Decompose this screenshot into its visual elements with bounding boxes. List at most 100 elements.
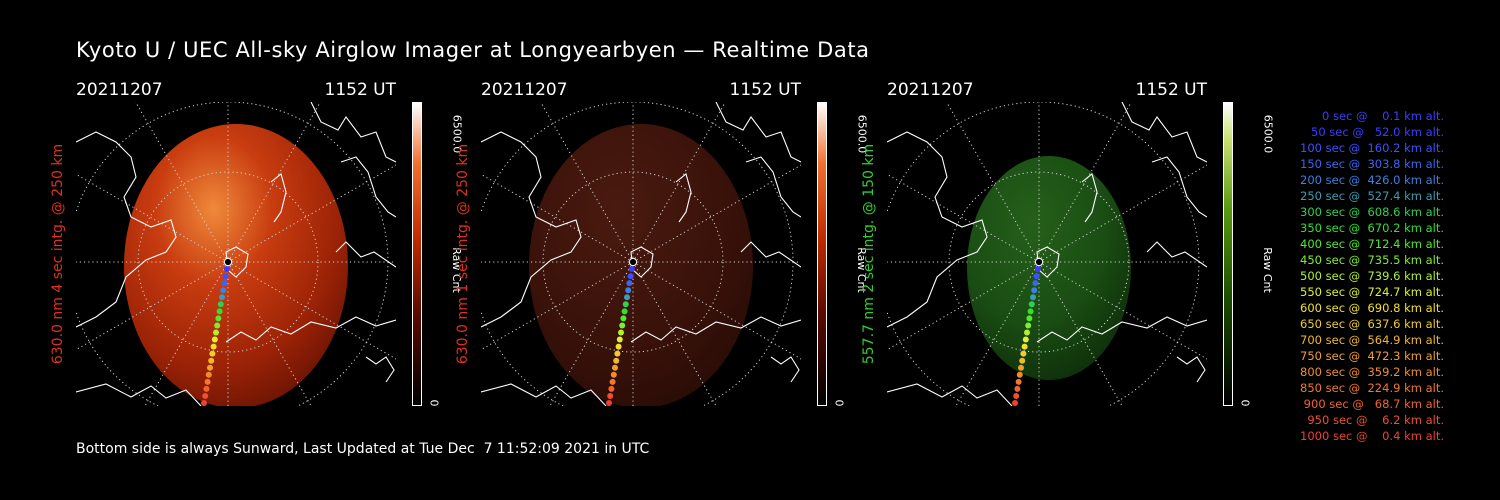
trajectory-point xyxy=(606,400,612,406)
trajectory-point xyxy=(626,280,633,287)
trajectory-point xyxy=(1032,280,1039,287)
trajectory-legend: 0 sec @ 0.1 km alt. 50 sec @ 52.0 km alt… xyxy=(1262,108,1444,444)
imager-panel-630nm-4sec: 20211207 1152 UT 630.0 nm 4 sec intg. @ … xyxy=(50,80,463,430)
trajectory-point xyxy=(202,392,209,399)
trajectory-legend-row: 450 sec @ 735.5 km alt. xyxy=(1296,253,1444,267)
trajectory-point xyxy=(1027,308,1034,315)
trajectory-point xyxy=(220,287,227,294)
trajectory-legend-row: 850 sec @ 224.9 km alt. xyxy=(1296,381,1444,395)
trajectory-point xyxy=(616,336,623,343)
trajectory-point xyxy=(624,294,630,301)
trajectory-legend-row: 650 sec @ 637.6 km alt. xyxy=(1296,317,1444,331)
colorbar-unit-label: Raw Cnt xyxy=(1261,247,1275,293)
panel-ylabel: 630.0 nm 1 sec intg. @ 250 km xyxy=(455,143,471,365)
trajectory-point xyxy=(203,385,210,392)
trajectory-point xyxy=(1034,266,1041,273)
trajectory-point xyxy=(628,266,635,273)
trajectory-point xyxy=(613,357,620,364)
trajectory-legend-row: 700 sec @ 564.9 km alt. xyxy=(1296,333,1444,347)
trajectory-legend-row: 1000 sec @ 0.4 km alt. xyxy=(1300,429,1444,443)
trajectory-point xyxy=(615,343,622,350)
trajectory-legend-row: 900 sec @ 68.7 km alt. xyxy=(1300,397,1444,411)
trajectory-point xyxy=(221,280,228,287)
trajectory-point xyxy=(1015,378,1022,385)
trajectory-point xyxy=(211,336,218,343)
trajectory-point xyxy=(201,400,207,406)
trajectory-point xyxy=(207,364,213,371)
trajectory-point xyxy=(209,350,216,357)
trajectory-point xyxy=(204,378,211,385)
trajectory-legend-row: 50 sec @ 52.0 km alt. xyxy=(1303,125,1444,139)
colorbar xyxy=(412,102,422,406)
trajectory-legend-row: 0 sec @ 0.1 km alt. xyxy=(1311,109,1444,123)
trajectory-point xyxy=(614,350,621,357)
panel-ylabel: 630.0 nm 4 sec intg. @ 250 km xyxy=(50,143,66,365)
trajectory-point xyxy=(1012,400,1018,406)
trajectory-point xyxy=(1028,301,1035,308)
trajectory-legend-row: 100 sec @ 160.2 km alt. xyxy=(1296,141,1444,155)
trajectory-point xyxy=(1026,315,1033,322)
trajectory-point xyxy=(622,301,629,308)
trajectory-point xyxy=(610,371,617,378)
colorbar-min-label: 0 xyxy=(427,399,440,407)
trajectory-point xyxy=(213,329,219,336)
panel-date: 20211207 xyxy=(481,80,568,100)
trajectory-legend-row: 150 sec @ 303.8 km alt. xyxy=(1296,157,1444,171)
trajectory-point xyxy=(621,308,628,315)
colorbar xyxy=(817,102,827,406)
trajectory-legend-row: 800 sec @ 359.2 km alt. xyxy=(1296,365,1444,379)
panel-ylabel: 557.7 nm 2 sec intg. @ 150 km xyxy=(861,143,877,365)
panel-date: 20211207 xyxy=(76,80,163,100)
colorbar xyxy=(1223,102,1233,406)
trajectory-point xyxy=(1025,322,1032,329)
panel-time: 1152 UT xyxy=(729,80,802,100)
trajectory-legend-row: 550 sec @ 724.7 km alt. xyxy=(1296,285,1444,299)
trajectory-point xyxy=(208,357,215,364)
trajectory-legend-row: 350 sec @ 670.2 km alt. xyxy=(1296,221,1444,235)
trajectory-point xyxy=(619,322,626,329)
allsky-image xyxy=(76,102,396,406)
trajectory-point xyxy=(628,257,638,267)
colorbar-max-label: 6500.0 xyxy=(855,114,868,154)
trajectory-point xyxy=(215,315,222,322)
panel-date: 20211207 xyxy=(887,80,974,100)
panel-time: 1152 UT xyxy=(1135,80,1208,100)
colorbar-unit-label: Raw Cnt xyxy=(855,247,869,293)
footer-status: Bottom side is always Sunward, Last Upda… xyxy=(76,441,650,457)
trajectory-legend-row: 750 sec @ 472.3 km alt. xyxy=(1296,349,1444,363)
trajectory-legend-row: 500 sec @ 739.6 km alt. xyxy=(1296,269,1444,283)
trajectory-point xyxy=(1016,371,1023,378)
trajectory-point xyxy=(223,266,230,273)
trajectory-point xyxy=(1014,385,1021,392)
trajectory-point xyxy=(217,301,224,308)
trajectory-point xyxy=(214,322,221,329)
colorbar-unit-label: Raw Cnt xyxy=(450,247,464,293)
imager-panel-557nm-2sec: 20211207 1152 UT 557.7 nm 2 sec intg. @ … xyxy=(861,80,1274,430)
trajectory-point xyxy=(219,294,225,301)
trajectory-point xyxy=(1022,336,1029,343)
trajectory-legend-row: 300 sec @ 608.6 km alt. xyxy=(1296,205,1444,219)
panel-time: 1152 UT xyxy=(324,80,397,100)
trajectory-legend-row: 950 sec @ 6.2 km alt. xyxy=(1303,413,1444,427)
trajectory-point xyxy=(1031,287,1038,294)
trajectory-point xyxy=(627,273,634,280)
trajectory-point xyxy=(1013,392,1020,399)
trajectory-point xyxy=(620,315,627,322)
trajectory-point xyxy=(618,329,624,336)
trajectory-point xyxy=(1033,273,1040,280)
trajectory-point xyxy=(1018,364,1024,371)
colorbar-min-label: 0 xyxy=(1238,399,1251,407)
trajectory-point xyxy=(216,308,223,315)
trajectory-legend-row: 400 sec @ 712.4 km alt. xyxy=(1296,237,1444,251)
trajectory-legend-row: 250 sec @ 527.4 km alt. xyxy=(1296,189,1444,203)
trajectory-point xyxy=(205,371,212,378)
trajectory-point xyxy=(222,273,229,280)
trajectory-point xyxy=(210,343,217,350)
trajectory-point xyxy=(625,287,632,294)
colorbar-max-label: 6500.0 xyxy=(1261,114,1274,154)
trajectory-point xyxy=(607,392,614,399)
colorbar-max-label: 6500.0 xyxy=(450,114,463,154)
trajectory-point xyxy=(1024,329,1030,336)
imager-panel-630nm-1sec: 20211207 1152 UT 630.0 nm 1 sec intg. @ … xyxy=(455,80,868,430)
trajectory-point xyxy=(612,364,618,371)
